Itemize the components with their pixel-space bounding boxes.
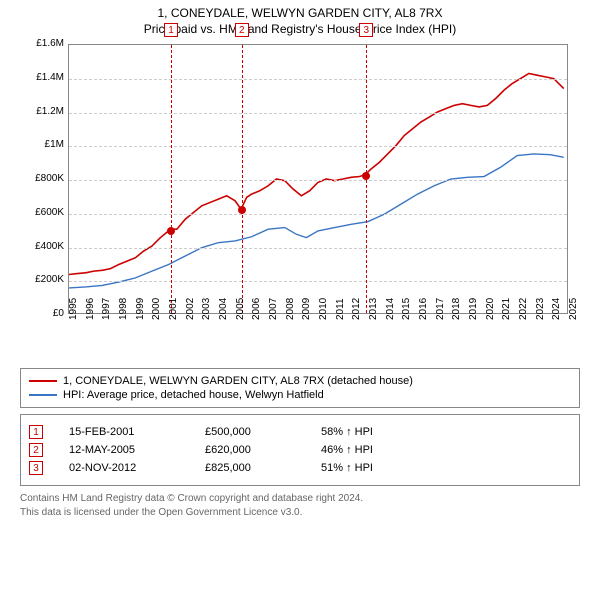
event-row-price: £620,000 xyxy=(205,444,295,456)
y-axis-label: £200K xyxy=(20,274,64,285)
event-row: 3 02-NOV-2012 £825,000 51% ↑ HPI xyxy=(29,461,571,475)
event-row: 2 12-MAY-2005 £620,000 46% ↑ HPI xyxy=(29,443,571,457)
event-guideline xyxy=(171,45,172,313)
grid-line-h xyxy=(69,79,567,80)
footer-text: Contains HM Land Registry data © Crown c… xyxy=(20,492,580,519)
event-row-diff: 51% ↑ HPI xyxy=(321,462,373,474)
chart-area: 123 £0£200K£400K£600K£800K£1M£1.2M£1.4M£… xyxy=(20,44,580,364)
y-axis-label: £400K xyxy=(20,241,64,252)
event-badge: 3 xyxy=(359,23,373,37)
y-axis-label: £1M xyxy=(20,139,64,150)
grid-line-h xyxy=(69,180,567,181)
legend-row-2: HPI: Average price, detached house, Welw… xyxy=(29,389,571,401)
event-badge: 1 xyxy=(164,23,178,37)
event-row-badge: 1 xyxy=(29,425,43,439)
footer-line-2: This data is licensed under the Open Gov… xyxy=(20,506,580,520)
grid-line-h xyxy=(69,214,567,215)
event-guideline xyxy=(242,45,243,313)
plot-area: 123 xyxy=(68,44,568,314)
event-row-date: 12-MAY-2005 xyxy=(69,444,179,456)
event-row: 1 15-FEB-2001 £500,000 58% ↑ HPI xyxy=(29,425,571,439)
legend-swatch-1 xyxy=(29,380,57,382)
event-dot xyxy=(362,172,370,180)
event-row-date: 15-FEB-2001 xyxy=(69,426,179,438)
event-badge: 2 xyxy=(235,23,249,37)
y-axis-label: £1.6M xyxy=(20,38,64,49)
event-row-price: £825,000 xyxy=(205,462,295,474)
event-row-badge: 2 xyxy=(29,443,43,457)
grid-line-h xyxy=(69,146,567,147)
event-row-diff: 46% ↑ HPI xyxy=(321,444,373,456)
grid-line-h xyxy=(69,248,567,249)
legend-row-1: 1, CONEYDALE, WELWYN GARDEN CITY, AL8 7R… xyxy=(29,375,571,387)
chart-title-address: 1, CONEYDALE, WELWYN GARDEN CITY, AL8 7R… xyxy=(0,6,600,20)
x-axis-label: 2025 xyxy=(568,298,600,320)
legend-swatch-2 xyxy=(29,394,57,396)
y-axis-label: £1.4M xyxy=(20,72,64,83)
event-row-diff: 58% ↑ HPI xyxy=(321,426,373,438)
event-row-date: 02-NOV-2012 xyxy=(69,462,179,474)
chart-title-subtitle: Price paid vs. HM Land Registry's House … xyxy=(0,22,600,36)
legend-label-2: HPI: Average price, detached house, Welw… xyxy=(63,389,324,401)
event-row-price: £500,000 xyxy=(205,426,295,438)
event-dot xyxy=(167,227,175,235)
grid-line-h xyxy=(69,281,567,282)
y-axis-label: £0 xyxy=(20,308,64,319)
y-axis-label: £800K xyxy=(20,173,64,184)
y-axis-label: £1.2M xyxy=(20,106,64,117)
series-line-hpi xyxy=(69,154,564,288)
event-row-badge: 3 xyxy=(29,461,43,475)
y-axis-label: £600K xyxy=(20,207,64,218)
footer-line-1: Contains HM Land Registry data © Crown c… xyxy=(20,492,580,506)
chart-lines-svg xyxy=(69,45,567,313)
events-box: 1 15-FEB-2001 £500,000 58% ↑ HPI 2 12-MAY-200… xyxy=(20,414,580,486)
event-dot xyxy=(238,206,246,214)
grid-line-h xyxy=(69,113,567,114)
legend-box: 1, CONEYDALE, WELWYN GARDEN CITY, AL8 7R… xyxy=(20,368,580,408)
legend-label-1: 1, CONEYDALE, WELWYN GARDEN CITY, AL8 7R… xyxy=(63,375,413,387)
